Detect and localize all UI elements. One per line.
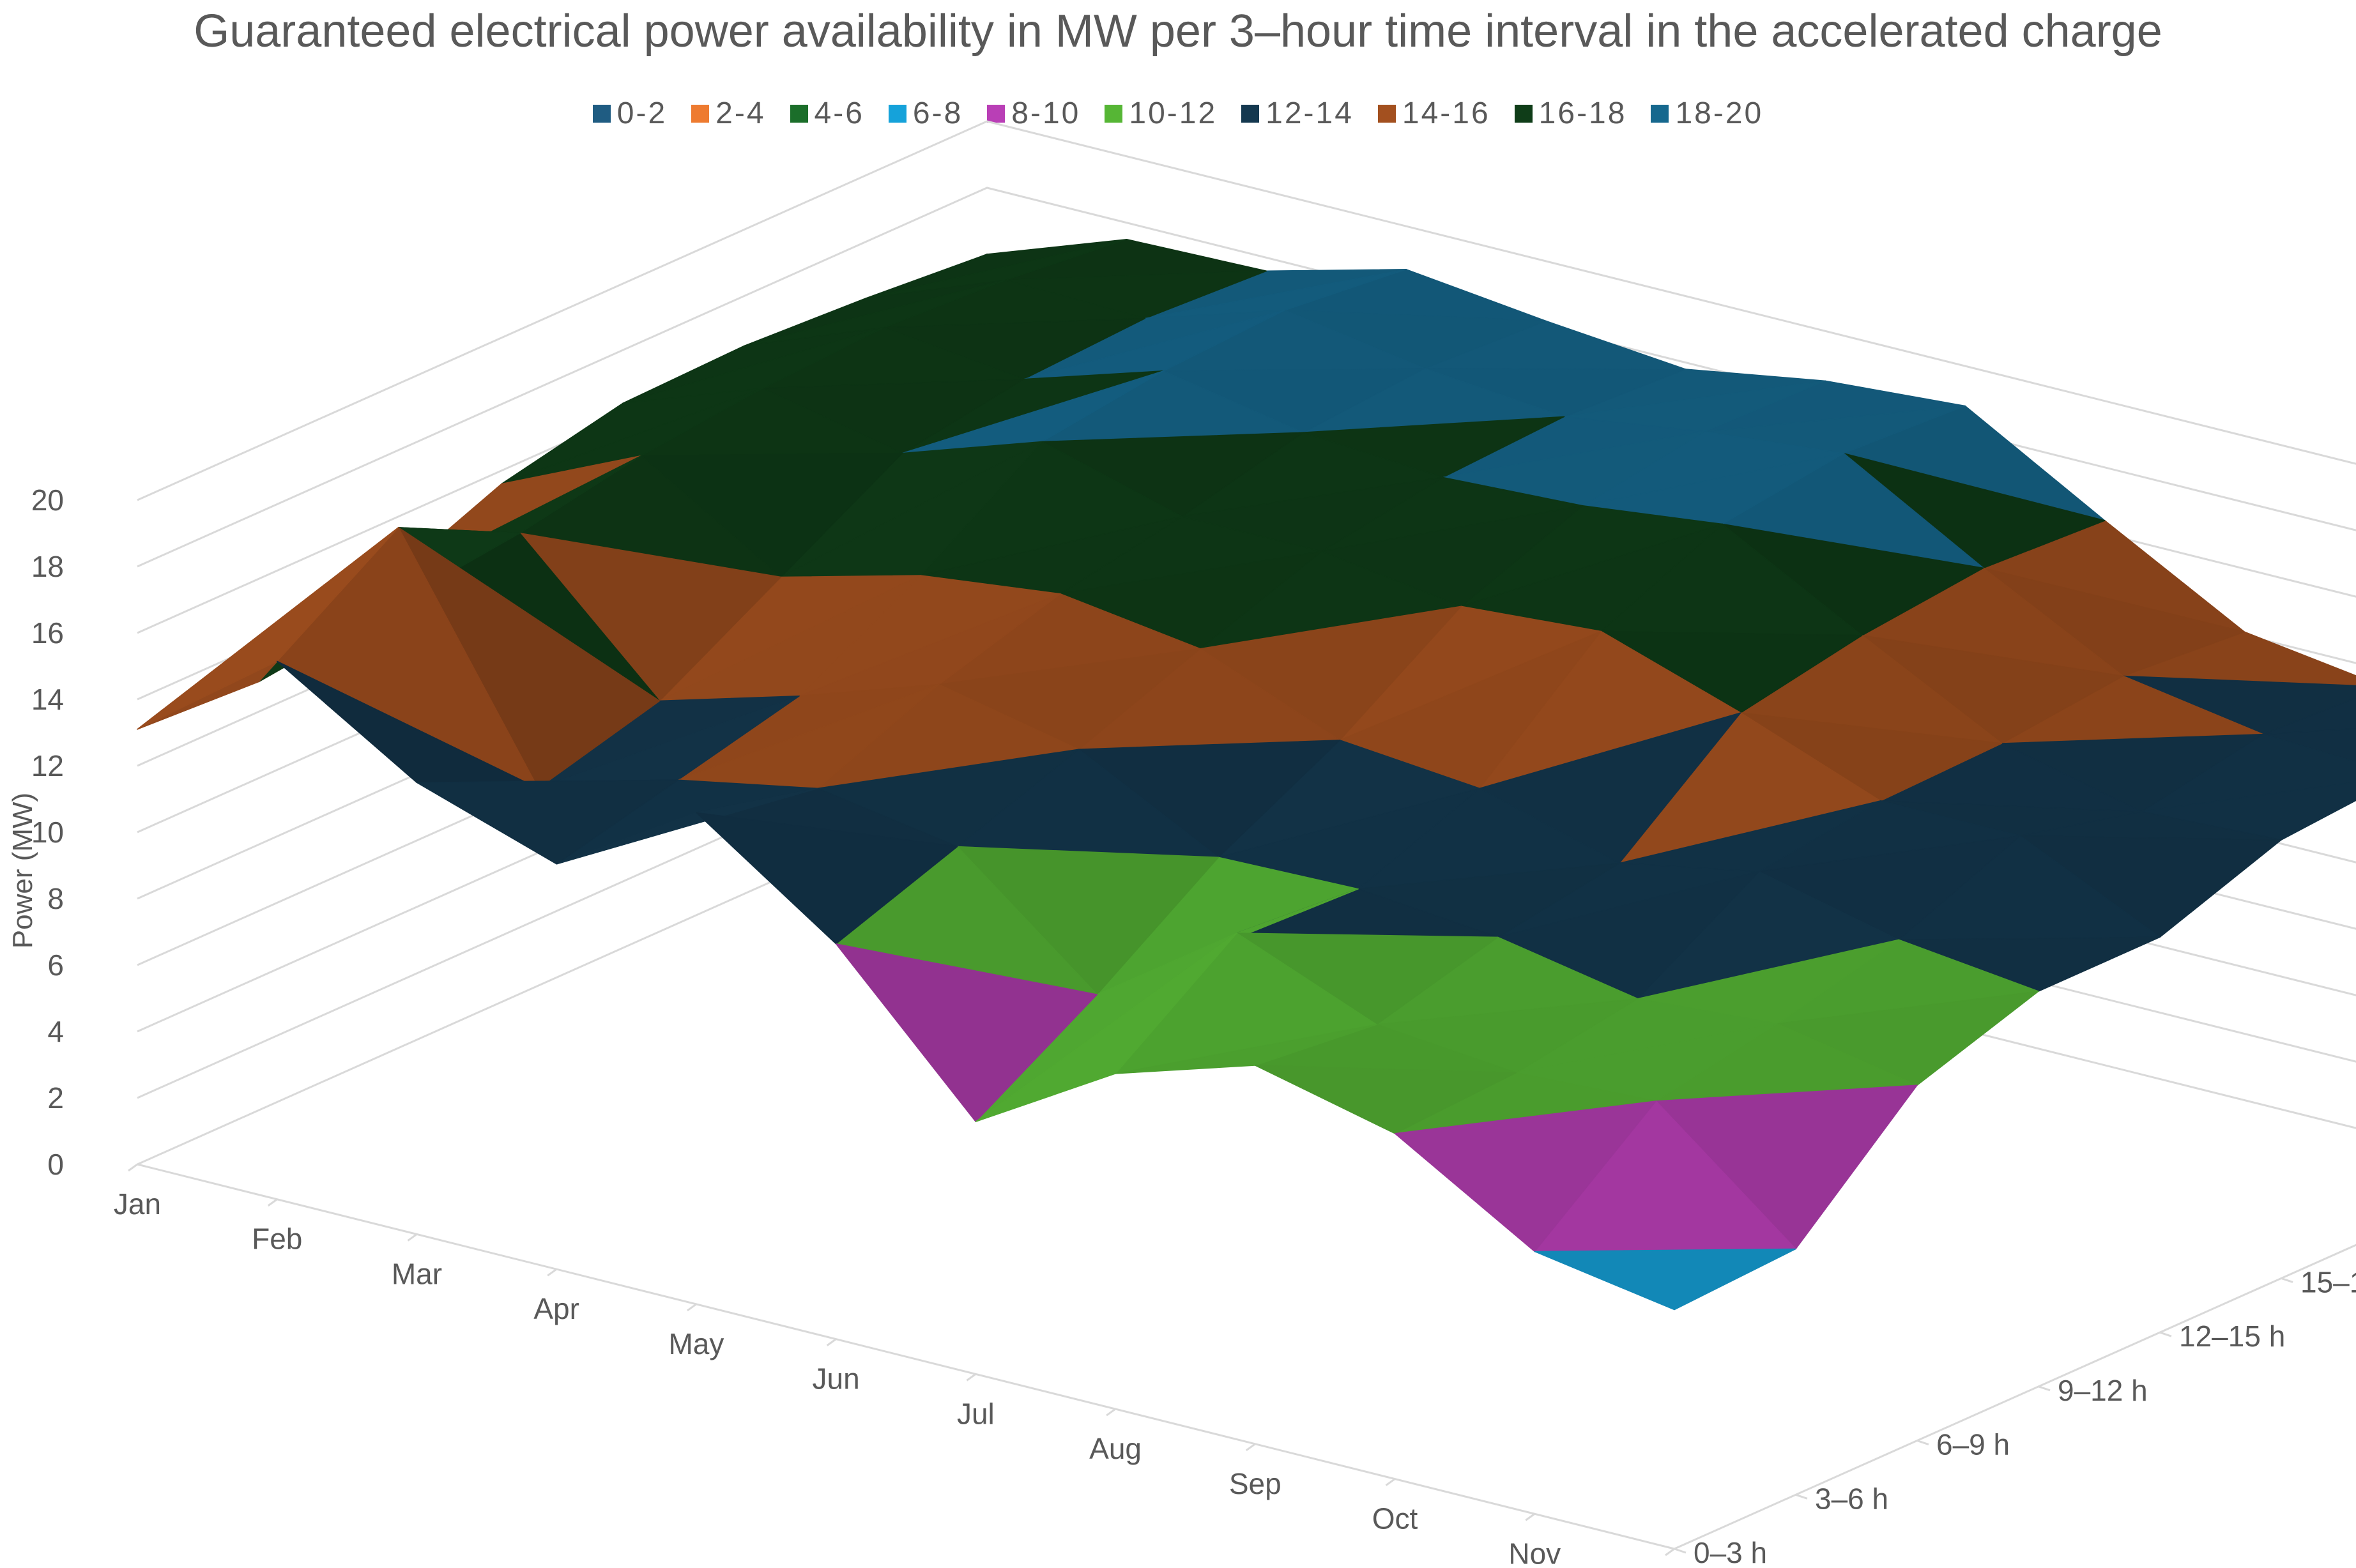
time-tick-label: 6–9 h <box>1936 1428 2010 1461</box>
legend-item: 12-14 <box>1241 96 1354 131</box>
legend-item: 4-6 <box>790 96 864 131</box>
legend-item: 18-20 <box>1651 96 1763 131</box>
legend-label: 4-6 <box>814 96 864 130</box>
legend-item: 10-12 <box>1105 96 1217 131</box>
legend-swatch <box>1241 104 1260 123</box>
legend-swatch <box>691 104 710 123</box>
legend-item: 14-16 <box>1377 96 1490 131</box>
legend-swatch <box>1514 104 1533 123</box>
legend-item: 8-10 <box>987 96 1080 131</box>
legend-swatch <box>790 104 808 123</box>
legend-label: 0-2 <box>616 96 668 130</box>
legend-label: 8-10 <box>1011 96 1081 130</box>
surface-patch <box>835 943 1098 1122</box>
power-tick-label: 2 <box>47 1081 64 1115</box>
month-tick-label: Feb <box>252 1222 302 1256</box>
power-tick-label: 14 <box>31 683 64 716</box>
surface-patch <box>137 527 399 730</box>
time-tick <box>1795 1493 1808 1500</box>
legend-swatch <box>888 104 906 123</box>
power-axis-title: Power (MW) <box>7 793 38 948</box>
power-tick-label: 16 <box>31 616 64 650</box>
month-tick <box>1385 1478 1396 1486</box>
month-tick-label: Apr <box>533 1292 579 1325</box>
month-tick-label: May <box>668 1327 724 1360</box>
month-tick-label: Jun <box>813 1362 860 1396</box>
time-axis-line <box>1674 1244 2356 1550</box>
month-tick-label: Jul <box>957 1397 995 1430</box>
month-tick <box>128 1163 138 1172</box>
chart-title: Guaranteed electrical power availability… <box>194 6 2162 57</box>
legend-label: 12-14 <box>1266 96 1354 130</box>
surface-patch <box>416 779 678 865</box>
legend-swatch <box>592 104 611 123</box>
time-tick <box>2159 1331 2172 1337</box>
surface-patch <box>696 812 958 945</box>
month-tick <box>966 1373 977 1382</box>
month-tick-label: Sep <box>1229 1467 1281 1500</box>
time-tick-label: 9–12 h <box>2058 1374 2148 1407</box>
month-tick <box>547 1268 558 1277</box>
legend-label: 16-18 <box>1538 96 1627 130</box>
month-tick <box>1245 1443 1256 1452</box>
month-tick <box>267 1198 278 1206</box>
legend-item: 2-4 <box>691 96 765 131</box>
month-tick <box>687 1303 697 1312</box>
surface-patch <box>1394 1100 1657 1252</box>
legend-label: 2-4 <box>715 96 766 130</box>
surface-patch <box>556 788 818 865</box>
legend-swatch <box>1377 104 1396 123</box>
month-tick-label: Mar <box>392 1257 442 1290</box>
month-axis-line <box>137 1163 1675 1550</box>
power-tick-label: 20 <box>31 483 64 517</box>
month-tick <box>1106 1408 1116 1417</box>
month-tick-label: Oct <box>1372 1502 1418 1535</box>
month-tick <box>407 1233 418 1242</box>
month-tick <box>1665 1548 1675 1557</box>
power-tick-label: 0 <box>47 1148 64 1181</box>
surface-patch <box>975 932 1237 1122</box>
surface-patch <box>1255 1065 1517 1134</box>
surface-patch <box>1115 1024 1377 1074</box>
legend-item: 0-2 <box>592 96 668 131</box>
legend-item: 6-8 <box>888 96 963 131</box>
legend: 0-2 2-4 4-6 6-8 8-10 10-12 12-14 14-16 16-18 18-2… <box>0 96 2356 131</box>
month-tick-label: Nov <box>1508 1537 1561 1568</box>
time-tick-label: 3–6 h <box>1815 1482 1888 1515</box>
power-tick-label: 18 <box>31 550 64 583</box>
power-tick-label: 10 <box>31 816 64 849</box>
month-tick-label: Aug <box>1089 1432 1142 1465</box>
power-tick-label: 4 <box>47 1015 64 1048</box>
time-tick <box>1674 1548 1687 1554</box>
time-tick-label: 0–3 h <box>1694 1536 1767 1568</box>
wall-gridline <box>137 120 2356 501</box>
month-tick-label: Jan <box>114 1187 161 1221</box>
time-tick <box>2281 1277 2293 1283</box>
power-tick-label: 12 <box>31 749 64 782</box>
month-tick <box>826 1338 837 1346</box>
legend-swatch <box>1105 104 1123 123</box>
legend-label: 14-16 <box>1402 96 1490 130</box>
power-tick-label: 6 <box>47 948 64 982</box>
month-tick <box>1525 1513 1536 1521</box>
legend-label: 10-12 <box>1129 96 1218 130</box>
legend-item: 16-18 <box>1514 96 1627 131</box>
surface-patch <box>1534 1248 1796 1311</box>
time-tick-label: 12–15 h <box>2179 1320 2285 1353</box>
legend-swatch <box>987 104 1006 123</box>
legend-label: 6-8 <box>912 96 963 130</box>
time-tick <box>2038 1385 2051 1392</box>
time-tick-label: 15–18 h <box>2300 1265 2356 1298</box>
time-tick <box>1916 1440 1929 1445</box>
legend-label: 18-20 <box>1675 96 1764 130</box>
legend-swatch <box>1651 104 1669 123</box>
power-tick-label: 8 <box>47 882 64 915</box>
